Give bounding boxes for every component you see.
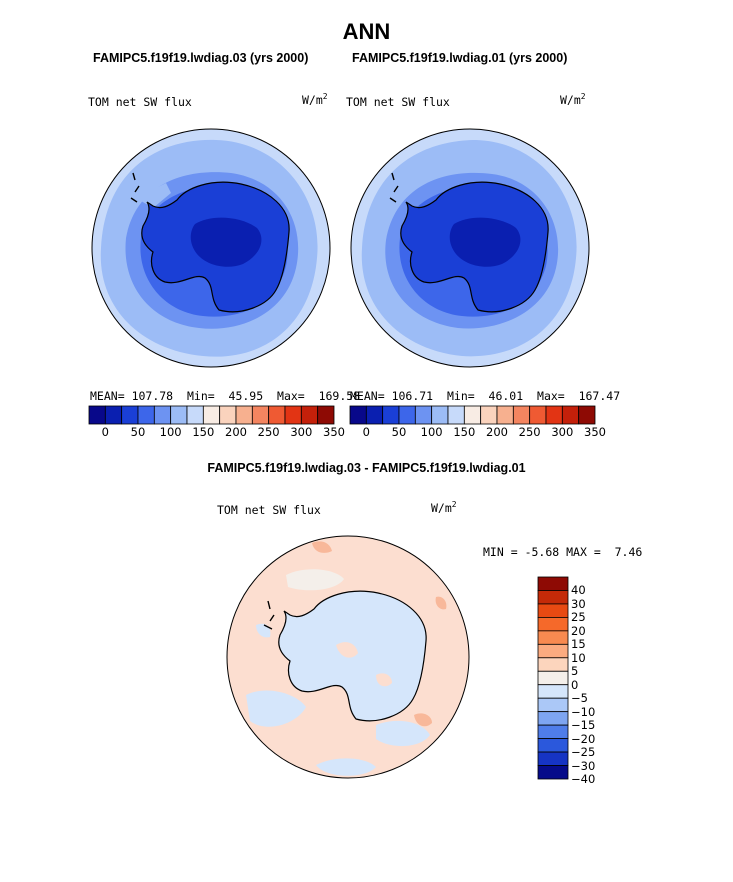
diff-colorbar-label: −20 — [571, 731, 596, 746]
colorbar-tick-label: 200 — [486, 425, 508, 439]
colorbar-tick-label: 200 — [225, 425, 247, 439]
colorbar-swatch — [104, 405, 123, 425]
diff-colorbar-swatch — [537, 751, 569, 766]
colorbar-swatch — [545, 405, 563, 425]
colorbar-swatch — [463, 405, 482, 425]
diff-colorbar-swatch — [537, 657, 569, 672]
colorbar-swatch — [414, 405, 433, 425]
right-case-label: FAMIPC5.f19f19.lwdiag.01 (yrs 2000) — [352, 51, 568, 65]
left-colorbar — [88, 405, 335, 425]
colorbar-swatch — [317, 405, 335, 425]
right-colorbar — [349, 405, 596, 425]
colorbar-swatch — [153, 405, 172, 425]
colorbar-swatch — [382, 405, 400, 425]
diff-colorbar-swatch — [537, 684, 569, 699]
colorbar-tick-label: 150 — [192, 425, 215, 439]
colorbar-swatch — [88, 405, 106, 425]
diff-colorbar-swatch — [537, 738, 569, 753]
diff-variable-label: TOM net SW flux — [217, 503, 321, 517]
colorbar-swatch — [170, 405, 188, 425]
colorbar-swatch — [349, 405, 367, 425]
colorbar-tick-label: 300 — [551, 425, 574, 439]
left-variable-label: TOM net SW flux — [88, 95, 192, 109]
colorbar-tick-label: 350 — [584, 425, 606, 439]
colorbar-swatch — [137, 405, 155, 425]
colorbar-swatch — [365, 405, 384, 425]
diff-colorbar-swatch — [537, 630, 569, 645]
diff-colorbar-swatch — [537, 643, 569, 659]
colorbar-swatch — [202, 405, 221, 425]
diff-colorbar-swatch — [537, 765, 569, 780]
diff-colorbar-label: 0 — [571, 677, 579, 692]
diff-colorbar-swatch — [537, 711, 569, 726]
colorbar-tick-label: 350 — [323, 425, 345, 439]
diff-min-max: MIN = -5.68 MAX = 7.46 — [483, 545, 643, 559]
colorbar-swatch — [431, 405, 449, 425]
right-variable-label: TOM net SW flux — [346, 95, 450, 109]
diff-colorbar-label: 5 — [571, 664, 579, 679]
colorbar-swatch — [186, 405, 204, 425]
right-polar-map — [350, 128, 590, 368]
colorbar-swatch — [121, 405, 139, 425]
diff-colorbar-label: −15 — [571, 718, 596, 733]
diff-colorbar-label: 40 — [571, 583, 586, 598]
colorbar-tick-label: 50 — [130, 425, 146, 439]
diff-title: FAMIPC5.f19f19.lwdiag.03 - FAMIPC5.f19f1… — [207, 461, 526, 475]
diff-colorbar-label: −30 — [571, 758, 596, 773]
diff-colorbar-label: 20 — [571, 623, 586, 638]
right-stats: MEAN= 106.71 Min= 46.01 Max= 167.47 — [350, 389, 621, 403]
colorbar-swatch — [251, 405, 270, 425]
colorbar-tick-label: 0 — [362, 425, 370, 439]
left-case-label: FAMIPC5.f19f19.lwdiag.03 (yrs 2000) — [93, 51, 309, 65]
diff-colorbar-label: −10 — [571, 704, 596, 719]
diff-colorbar-swatch — [537, 670, 569, 686]
diff-colorbar-label: −25 — [571, 745, 596, 760]
colorbar-swatch — [561, 405, 580, 425]
colorbar-swatch — [512, 405, 531, 425]
diff-colorbar — [537, 576, 569, 780]
diff-units-label: W/m2 — [431, 500, 457, 515]
diff-colorbar-label: 15 — [571, 637, 586, 652]
page-title: ANN — [342, 19, 391, 44]
colorbar-swatch — [300, 405, 319, 425]
diff-colorbar-label: 30 — [571, 596, 586, 611]
colorbar-swatch — [496, 405, 514, 425]
diff-polar-map — [226, 535, 470, 779]
colorbar-swatch — [219, 405, 237, 425]
colorbar-tick-label: 50 — [391, 425, 407, 439]
colorbar-swatch — [529, 405, 547, 425]
diff-colorbar-labels: 40 30 25 20 15 10 5 0 −5 −10 −15 −20 −25 −30 −40 — [571, 577, 631, 787]
diff-colorbar-swatch — [537, 724, 569, 739]
diff-colorbar-swatch — [537, 576, 569, 591]
left-polar-map — [91, 128, 331, 368]
colorbar-tick-label: 100 — [420, 425, 443, 439]
diff-colorbar-swatch — [537, 590, 569, 605]
left-stats: MEAN= 107.78 Min= 45.95 Max= 169.58 — [90, 389, 361, 403]
colorbar-tick-label: 100 — [159, 425, 182, 439]
colorbar-swatch — [578, 405, 596, 425]
colorbar-swatch — [398, 405, 416, 425]
colorbar-swatch — [480, 405, 498, 425]
diff-colorbar-label: −40 — [571, 772, 596, 786]
diff-colorbar-label: 25 — [571, 610, 586, 625]
colorbar-tick-label: 0 — [101, 425, 109, 439]
diff-colorbar-swatch — [537, 603, 569, 618]
colorbar-swatch — [284, 405, 302, 425]
diff-colorbar-label: 10 — [571, 650, 586, 665]
right-units-label: W/m2 — [560, 92, 586, 107]
colorbar-swatch — [235, 405, 253, 425]
diff-colorbar-swatch — [537, 697, 569, 713]
right-colorbar-ticks: 0 50 100 150 200 250 300 350 — [350, 425, 606, 441]
colorbar-swatch — [268, 405, 286, 425]
left-units-label: W/m2 — [302, 92, 328, 107]
colorbar-tick-label: 250 — [518, 425, 541, 439]
diff-colorbar-swatch — [537, 617, 569, 632]
colorbar-tick-label: 250 — [257, 425, 280, 439]
colorbar-tick-label: 150 — [453, 425, 476, 439]
diff-colorbar-label: −5 — [571, 691, 588, 706]
colorbar-tick-label: 300 — [290, 425, 313, 439]
left-colorbar-ticks: 0 50 100 150 200 250 300 350 — [89, 425, 345, 441]
colorbar-swatch — [447, 405, 465, 425]
